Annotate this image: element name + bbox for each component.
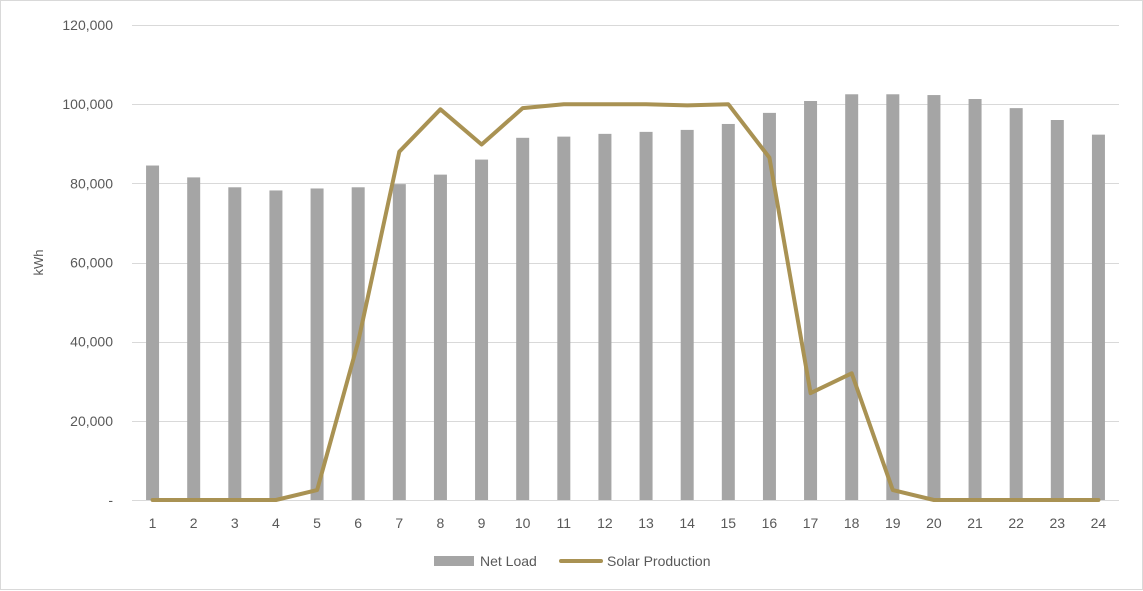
y-axis-tick-labels: - 20,000 40,000 60,000 80,000 100,000 120,000 [62, 17, 113, 508]
x-tick-label: 1 [149, 515, 157, 531]
x-tick-label: 13 [638, 515, 654, 531]
net-load-bar [310, 188, 324, 500]
x-tick-label: 24 [1091, 515, 1107, 531]
net-load-bar [927, 95, 941, 500]
x-tick-label: 18 [844, 515, 860, 531]
legend: Net Load Solar Production [434, 553, 711, 569]
x-tick-label: 11 [557, 515, 572, 531]
x-tick-label: 5 [313, 515, 321, 531]
y-tick-label: 120,000 [62, 17, 113, 33]
net-load-bar [1091, 134, 1105, 501]
y-tick-label: 20,000 [70, 413, 113, 429]
net-load-bar [845, 94, 859, 500]
net-load-bar [721, 123, 735, 500]
x-tick-label: 16 [762, 515, 778, 531]
net-load-bar [680, 129, 694, 501]
y-tick-label: 100,000 [62, 96, 113, 112]
net-load-bar [762, 112, 776, 500]
net-load-bar [557, 136, 571, 500]
x-tick-label: 22 [1008, 515, 1024, 531]
x-tick-label: 14 [679, 515, 695, 531]
net-load-bar [516, 137, 530, 500]
x-tick-label: 20 [926, 515, 942, 531]
x-tick-label: 12 [597, 515, 613, 531]
net-load-bar [639, 131, 653, 500]
net-load-bar [598, 133, 612, 500]
x-axis-tick-labels: 1 2 3 4 5 6 7 8 9 10 11 12 13 14 15 16 17 18 19 20 21 22 23 24 [149, 515, 1107, 531]
x-tick-label: 21 [967, 515, 983, 531]
y-tick-label: 60,000 [70, 255, 113, 271]
net-load-bar [475, 159, 489, 501]
x-tick-label: 9 [478, 515, 486, 531]
x-tick-label: 10 [515, 515, 531, 531]
x-tick-label: 2 [190, 515, 198, 531]
legend-label-solar-production: Solar Production [607, 553, 711, 569]
net-load-bar [1050, 120, 1064, 500]
net-load-bar [968, 99, 982, 500]
net-load-bars [146, 94, 1105, 501]
solar-production-line [150, 102, 1101, 502]
x-tick-label: 7 [395, 515, 403, 531]
y-tick-label: 80,000 [70, 175, 113, 191]
x-tick-label: 8 [437, 515, 445, 531]
x-tick-label: 4 [272, 515, 280, 531]
x-tick-label: 6 [354, 515, 362, 531]
net-load-bar [228, 187, 242, 500]
net-load-bar [392, 184, 406, 500]
y-tick-label: 40,000 [70, 334, 113, 350]
net-load-bar [187, 177, 201, 501]
net-load-bar [433, 174, 447, 500]
net-load-bar [886, 94, 900, 500]
net-load-bar [269, 190, 283, 501]
net-load-bar [804, 101, 818, 500]
legend-label-net-load: Net Load [480, 553, 537, 569]
x-tick-label: 15 [721, 515, 737, 531]
x-tick-label: 19 [885, 515, 901, 531]
solar-production-line-group [150, 102, 1101, 502]
net-load-bar [146, 165, 160, 501]
y-axis-title: kWh [31, 250, 46, 276]
x-tick-label: 3 [231, 515, 239, 531]
x-tick-label: 23 [1050, 515, 1066, 531]
y-tick-label: - [108, 492, 113, 508]
net-load-bar [1009, 108, 1023, 500]
legend-swatch-net-load [434, 556, 474, 566]
x-tick-label: 17 [803, 515, 819, 531]
